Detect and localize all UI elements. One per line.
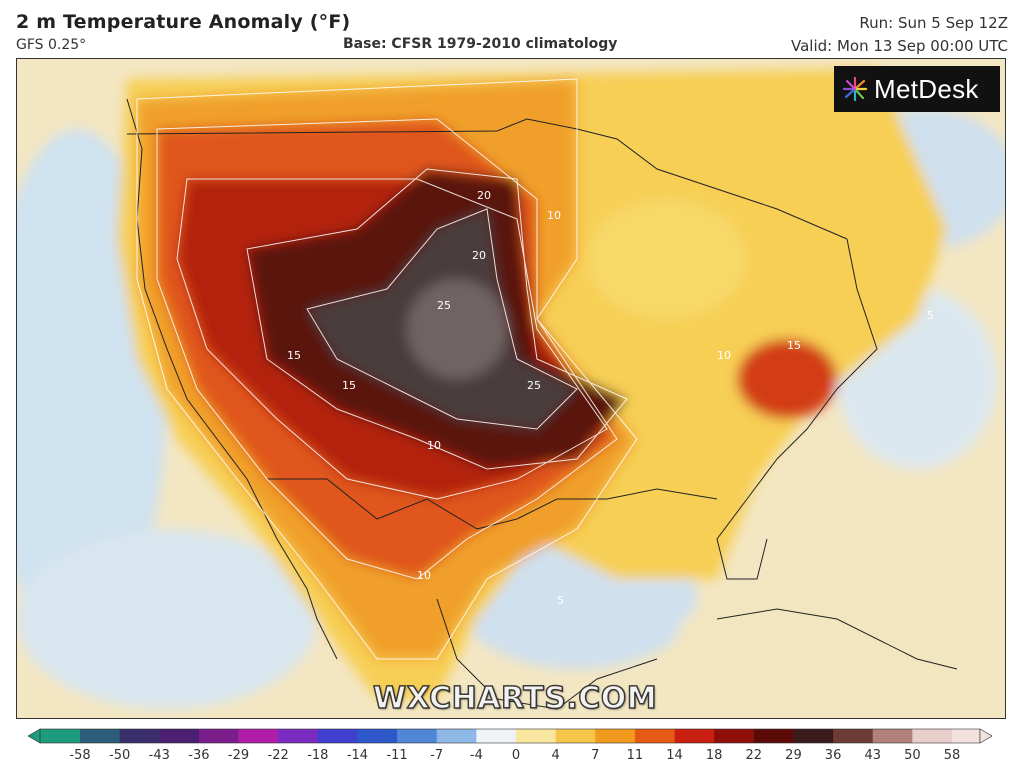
contour-label: 10 bbox=[427, 439, 441, 452]
scale-tick-label: 22 bbox=[745, 748, 763, 763]
pacific-south-cool-region bbox=[17, 529, 317, 709]
scale-tick-label: 18 bbox=[705, 748, 723, 763]
chart-title: 2 m Temperature Anomaly (°F) bbox=[16, 11, 351, 33]
scale-segment bbox=[40, 729, 81, 743]
wxcharts-watermark: WXCHARTS.COM bbox=[372, 680, 658, 717]
scale-tick-label: 29 bbox=[785, 748, 802, 763]
scale-tick-label: -50 bbox=[109, 748, 131, 763]
scale-left-arrow-icon bbox=[28, 728, 41, 744]
scale-segment bbox=[952, 729, 981, 743]
color-scale-bar bbox=[28, 728, 992, 744]
scale-tick-label: 43 bbox=[864, 748, 881, 763]
scale-segment bbox=[80, 729, 121, 743]
contour-5 bbox=[136, 78, 638, 660]
scale-tick-label: -11 bbox=[386, 748, 408, 763]
scale-segment bbox=[753, 729, 794, 743]
scale-segment bbox=[674, 729, 715, 743]
east-coast-line bbox=[716, 238, 878, 580]
scale-segment bbox=[397, 729, 438, 743]
contour-label: 10 bbox=[547, 209, 561, 222]
contour-label: 5 bbox=[557, 594, 564, 607]
coastlines bbox=[126, 98, 958, 710]
color-scale-segments bbox=[39, 728, 981, 744]
run-time-label: Run: Sun 5 Sep 12Z bbox=[859, 14, 1008, 32]
mexico-coast-line bbox=[436, 598, 658, 710]
scale-segment bbox=[595, 729, 636, 743]
scale-segment bbox=[793, 729, 834, 743]
scale-segment bbox=[238, 729, 279, 743]
climatology-base-label: Base: CFSR 1979-2010 climatology bbox=[343, 36, 618, 52]
metdesk-logo: MetDesk bbox=[834, 66, 1000, 112]
east-hot-region bbox=[737, 339, 837, 419]
scale-tick-label: -36 bbox=[188, 748, 210, 763]
contour-label: 15 bbox=[787, 339, 801, 352]
contour-lines bbox=[136, 78, 638, 660]
scale-segment bbox=[833, 729, 874, 743]
scale-segment bbox=[476, 729, 517, 743]
contour-10 bbox=[156, 118, 618, 580]
scale-tick-label: -43 bbox=[148, 748, 170, 763]
scale-tick-label: -29 bbox=[227, 748, 250, 763]
scale-tick-label: 4 bbox=[551, 748, 560, 763]
scale-segment bbox=[555, 729, 596, 743]
scale-tick-label: -4 bbox=[469, 748, 483, 763]
contour-label: 15 bbox=[342, 379, 356, 392]
contour-label: 15 bbox=[287, 349, 301, 362]
color-scale-labels: -58 -50 -43 -36 -29 -22 -18 -14 -11 -7 -4 0 4 7 11 14 18… bbox=[28, 748, 992, 768]
valid-time-label: Valid: Mon 13 Sep 00:00 UTC bbox=[791, 37, 1008, 55]
scale-segment bbox=[357, 729, 398, 743]
contour-20 bbox=[246, 168, 628, 470]
scale-tick-label: 7 bbox=[591, 748, 600, 763]
contour-25 bbox=[306, 208, 578, 430]
starburst-icon bbox=[842, 76, 868, 102]
scale-segment bbox=[516, 729, 557, 743]
contour-label: 10 bbox=[417, 569, 431, 582]
contour-label: 5 bbox=[927, 309, 934, 322]
anomaly-map: 25 25 20 20 15 15 15 10 10 10 10 5 5 bbox=[16, 58, 1006, 719]
map-canvas: 25 25 20 20 15 15 15 10 10 10 10 5 5 bbox=[17, 59, 1005, 718]
scale-segment bbox=[317, 729, 358, 743]
scale-segment bbox=[119, 729, 160, 743]
scale-tick-label: -58 bbox=[69, 748, 91, 763]
mexico-border-line bbox=[267, 478, 518, 530]
contour-label: 10 bbox=[717, 349, 731, 362]
scale-segment bbox=[159, 729, 200, 743]
scale-segment bbox=[634, 729, 676, 743]
caribbean-islands-line bbox=[716, 608, 958, 670]
contour-label: 20 bbox=[477, 189, 491, 202]
canada-border-line bbox=[126, 118, 848, 240]
contour-label: 25 bbox=[527, 379, 541, 392]
scale-tick-label: 0 bbox=[511, 748, 521, 763]
scale-segment bbox=[912, 729, 953, 743]
gulf-coast-line bbox=[516, 488, 718, 520]
scale-tick-label: 58 bbox=[943, 748, 961, 763]
contour-label: 25 bbox=[437, 299, 451, 312]
scale-tick-label: -7 bbox=[430, 748, 444, 763]
great-lakes-mild-region bbox=[587, 199, 747, 319]
scale-tick-label: -22 bbox=[267, 748, 289, 763]
scale-tick-label: 11 bbox=[626, 748, 644, 763]
scale-tick-label: 50 bbox=[904, 748, 921, 763]
scale-tick-label: 36 bbox=[824, 748, 842, 763]
model-label: GFS 0.25° bbox=[16, 37, 87, 53]
metdesk-logo-text: MetDesk bbox=[874, 73, 979, 104]
contour-15 bbox=[176, 178, 608, 500]
scale-tick-label: 14 bbox=[666, 748, 683, 763]
caribbean-region bbox=[677, 579, 957, 699]
contour-labels: 25 25 20 20 15 15 15 10 10 10 10 5 5 bbox=[287, 189, 934, 607]
contour-label: 20 bbox=[472, 249, 486, 262]
scale-tick-label: -14 bbox=[346, 748, 369, 763]
scale-right-arrow-icon bbox=[979, 728, 992, 744]
scale-segment bbox=[436, 729, 477, 743]
scale-segment bbox=[198, 729, 240, 743]
scale-tick-label: -18 bbox=[307, 748, 329, 763]
scale-segment bbox=[278, 729, 319, 743]
scale-segment bbox=[714, 729, 755, 743]
core-inner-region bbox=[407, 279, 507, 379]
color-scale-legend: -58 -50 -43 -36 -29 -22 -18 -14 -11 -7 -4 0 4 7 11 14 18… bbox=[28, 726, 992, 770]
west-coast-line bbox=[126, 98, 338, 660]
scale-segment bbox=[872, 729, 913, 743]
